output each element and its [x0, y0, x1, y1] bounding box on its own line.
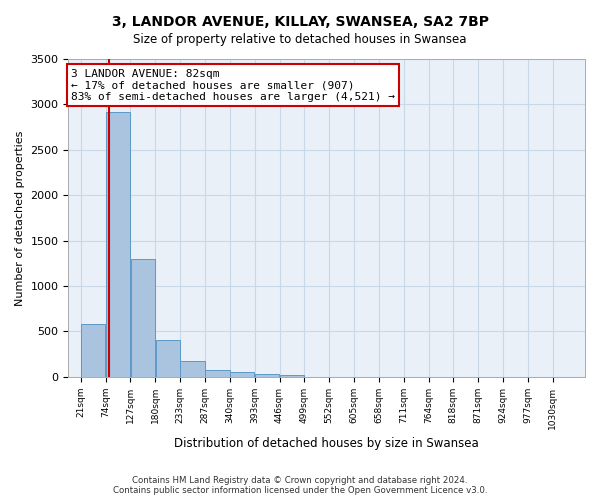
Bar	[255, 374, 279, 377]
Text: 3 LANDOR AVENUE: 82sqm
← 17% of detached houses are smaller (907)
83% of semi-de: 3 LANDOR AVENUE: 82sqm ← 17% of detached…	[71, 68, 395, 102]
Bar	[280, 375, 304, 377]
Bar	[131, 259, 155, 377]
Text: Size of property relative to detached houses in Swansea: Size of property relative to detached ho…	[133, 32, 467, 46]
Bar	[106, 112, 130, 377]
Text: 3, LANDOR AVENUE, KILLAY, SWANSEA, SA2 7BP: 3, LANDOR AVENUE, KILLAY, SWANSEA, SA2 7…	[112, 15, 488, 29]
Text: Contains HM Land Registry data © Crown copyright and database right 2024.
Contai: Contains HM Land Registry data © Crown c…	[113, 476, 487, 495]
Bar	[181, 362, 205, 377]
Bar	[81, 324, 106, 377]
Bar	[230, 372, 254, 377]
Bar	[205, 370, 230, 377]
Y-axis label: Number of detached properties: Number of detached properties	[15, 130, 25, 306]
X-axis label: Distribution of detached houses by size in Swansea: Distribution of detached houses by size …	[175, 437, 479, 450]
Bar	[155, 340, 180, 377]
